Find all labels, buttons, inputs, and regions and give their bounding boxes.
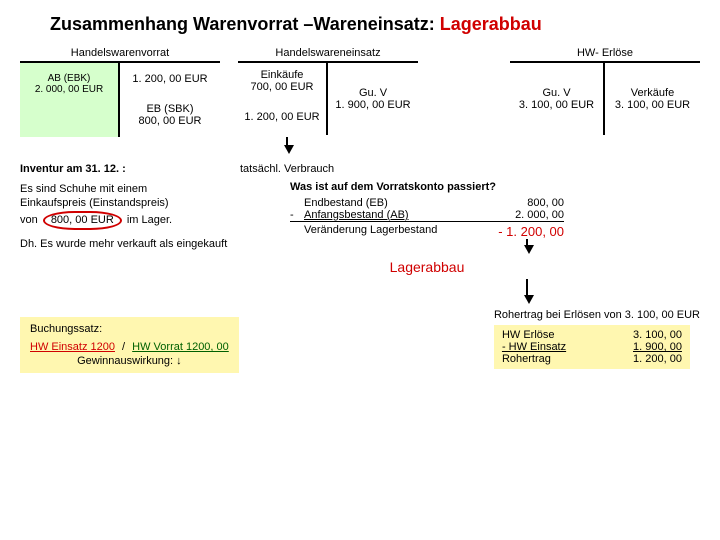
t2-r1b: 1. 900, 00 EUR	[334, 99, 412, 111]
t2-r1: Gu. V 1. 900, 00 EUR	[328, 61, 418, 135]
para1a: Es sind Schuhe mit einem	[20, 183, 270, 197]
rohertrag-block: Rohertrag bei Erlösen von 3. 100, 00 EUR…	[494, 309, 700, 369]
t-account-einsatz: Handelswareneinsatz Einkäufe 700, 00 EUR…	[238, 47, 418, 135]
t2-l1a: Einkäufe	[244, 69, 320, 81]
t3-heading: HW- Erlöse	[577, 47, 633, 59]
calc-row-1: Endbestand (EB) 800, 00	[290, 197, 564, 209]
calc-row-3: Veränderung Lagerbestand - 1. 200, 00	[290, 224, 564, 239]
roh-r3-l: Rohertrag	[502, 353, 612, 365]
para1c-post: im Lager.	[127, 214, 172, 226]
roh-r2-v: 1. 900, 00	[612, 341, 682, 353]
rohertrag-header: Rohertrag bei Erlösen von 3. 100, 00 EUR	[494, 309, 700, 321]
what-r3-sign: -	[498, 224, 502, 239]
ab-label: AB (EBK)	[26, 73, 112, 84]
t2-l2: 1. 200, 00 EUR	[238, 99, 328, 135]
t3-l1b: 3. 100, 00 EUR	[516, 99, 597, 111]
t1-eb: EB (SBK) 800, 00 EUR	[120, 95, 220, 135]
what-r3-l: Veränderung Lagerbestand	[304, 224, 494, 239]
buchung-header: Buchungssatz:	[30, 323, 229, 335]
t2-heading: Handelswareneinsatz	[275, 47, 380, 59]
what-r1-v: 800, 00	[494, 197, 564, 209]
roh-r1-l: HW Erlöse	[502, 329, 612, 341]
buchung-left: HW Einsatz 1200	[30, 341, 115, 353]
roh-r2-l: - HW Einsatz	[502, 341, 612, 353]
t-account-erloese: HW- Erlöse Gu. V 3. 100, 00 EUR Verkäufe…	[510, 47, 700, 135]
eb-label: EB (SBK)	[126, 103, 214, 115]
title-text: Zusammenhang Warenvorrat –Wareneinsatz:	[50, 14, 435, 34]
t2-l1: Einkäufe 700, 00 EUR	[238, 61, 328, 99]
what-r2-l: Anfangsbestand (AB)	[304, 209, 494, 221]
para2: Dh. Es wurde mehr verkauft als eingekauf…	[20, 238, 270, 252]
para1c: von 800, 00 EUR im Lager.	[20, 211, 270, 231]
para-block: Es sind Schuhe mit einem Einkaufspreis (…	[20, 183, 270, 230]
t3-r1: Verkäufe 3. 100, 00 EUR	[605, 61, 700, 135]
down-arrow-glyph: ↓	[176, 355, 182, 367]
what-box: Was ist auf dem Vorratskonto passiert? E…	[290, 181, 564, 303]
t1-r1: 1. 200, 00 EUR	[120, 61, 220, 95]
arrow-down-icon	[524, 245, 534, 254]
buchung-gewinn: Gewinnauswirkung:	[77, 355, 173, 367]
inventur-row: Inventur am 31. 12. : tatsächl. Verbrauc…	[20, 153, 700, 175]
rohertrag-box: HW Erlöse 3. 100, 00 - HW Einsatz 1. 900…	[494, 325, 690, 369]
arrow-down-icon	[284, 145, 294, 154]
t-accounts-row: Handelswarenvorrat AB (EBK) 2. 000, 00 E…	[20, 47, 700, 137]
inventur-label: Inventur am 31. 12. :	[20, 163, 240, 175]
roh-r1-v: 3. 100, 00	[612, 329, 682, 341]
calc-row-2: - Anfangsbestand (AB) 2. 000, 00	[290, 209, 564, 222]
page-title: Zusammenhang Warenvorrat –Wareneinsatz: …	[50, 14, 700, 35]
buchung-mid: /	[122, 341, 125, 353]
t3-l1a: Gu. V	[516, 87, 597, 99]
buchung-right: HW Vorrat 1200, 00	[132, 341, 229, 353]
ab-box: AB (EBK) 2. 000, 00 EUR	[20, 63, 118, 137]
t3-r1b: 3. 100, 00 EUR	[611, 99, 694, 111]
eb-value: 800, 00 EUR	[126, 115, 214, 127]
t3-l1: Gu. V 3. 100, 00 EUR	[510, 61, 605, 135]
t2-l1b: 700, 00 EUR	[244, 81, 320, 93]
para1c-pre: von	[20, 214, 38, 226]
what-header: Was ist auf dem Vorratskonto passiert?	[290, 181, 564, 193]
buchung-block: Buchungssatz: HW Einsatz 1200 / HW Vorra…	[20, 303, 239, 373]
buchung-box: Buchungssatz: HW Einsatz 1200 / HW Vorra…	[20, 317, 239, 373]
what-r1-l: Endbestand (EB)	[304, 197, 494, 209]
t2-r1a: Gu. V	[334, 87, 412, 99]
what-r2-v: 2. 000, 00	[494, 209, 564, 221]
circled-value: 800, 00 EUR	[43, 211, 122, 231]
tatsach-label: tatsächl. Verbrauch	[240, 163, 334, 175]
t-account-vorrat: Handelswarenvorrat AB (EBK) 2. 000, 00 E…	[20, 47, 220, 137]
title-red: Lagerabbau	[440, 14, 542, 34]
what-r3-val: 1. 200, 00	[506, 224, 564, 239]
t3-r1a: Verkäufe	[611, 87, 694, 99]
arrow-down-icon	[524, 295, 534, 304]
para1b: Einkaufspreis (Einstandspreis)	[20, 197, 270, 211]
lagerabbau-label: Lagerabbau	[290, 259, 564, 275]
t1-heading: Handelswarenvorrat	[71, 47, 169, 59]
ab-value: 2. 000, 00 EUR	[26, 84, 112, 95]
roh-r3-v: 1. 200, 00	[612, 353, 682, 365]
what-r3-v: - 1. 200, 00	[494, 224, 564, 239]
